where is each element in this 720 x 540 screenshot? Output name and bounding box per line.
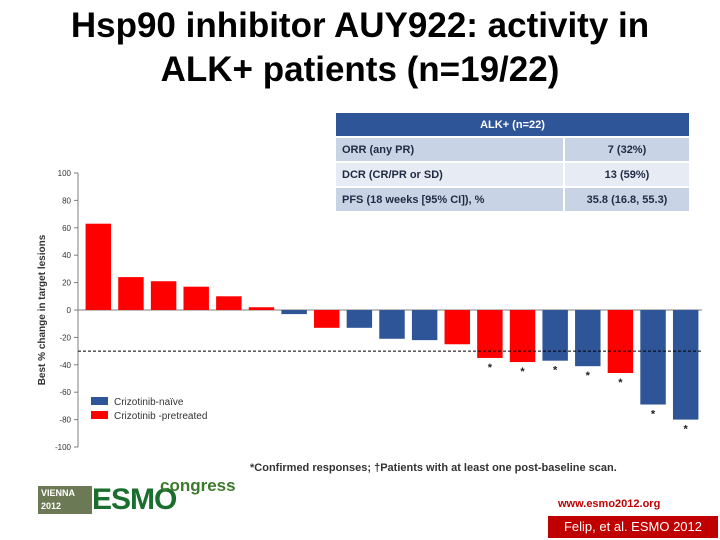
bar-marker: * — [586, 370, 591, 382]
response-table: ALK+ (n=22) ORR (any PR) 7 (32%) DCR (CR… — [336, 113, 689, 211]
table-row-value: 13 (59%) — [563, 161, 689, 187]
legend-swatch — [91, 411, 108, 419]
table-row: DCR (CR/PR or SD) 13 (59%) — [336, 161, 689, 187]
bar-marker: * — [651, 409, 656, 421]
table-row: PFS (18 weeks [95% CI]), % 35.8 (16.8, 5… — [336, 186, 689, 211]
bar — [607, 310, 634, 374]
y-tick-label: 0 — [67, 306, 72, 315]
bar — [542, 310, 568, 361]
bar — [150, 281, 177, 310]
bar — [118, 277, 144, 310]
congress-logo-text: congress — [160, 476, 236, 495]
title-line-2: ALK+ patients (n=19/22) — [160, 50, 560, 89]
bar — [314, 310, 340, 328]
y-tick-label: -100 — [55, 443, 72, 452]
bar — [85, 223, 112, 310]
bar — [346, 310, 373, 328]
bar-marker: * — [618, 377, 623, 389]
citation-badge: Felip, et al. ESMO 2012 — [548, 516, 718, 538]
y-tick-label: -20 — [59, 333, 71, 342]
table-header: ALK+ (n=22) — [336, 113, 689, 137]
y-tick-label: 60 — [62, 224, 71, 233]
y-tick-label: 100 — [58, 169, 72, 178]
y-tick-label: 20 — [62, 279, 71, 288]
bar — [183, 286, 209, 310]
y-axis-label: Best % change in target lesions — [37, 234, 48, 385]
vienna-logo-badge: VIENNA 2012 — [38, 486, 92, 514]
table-row-label: DCR (CR/PR or SD) — [336, 161, 564, 187]
bar — [575, 310, 601, 367]
bar — [281, 310, 307, 315]
bar — [672, 310, 699, 420]
legend-label: Crizotinib -pretreated — [114, 411, 207, 422]
bar — [509, 310, 536, 363]
bar — [640, 310, 666, 405]
logo-city: VIENNA — [41, 488, 76, 498]
bar — [411, 310, 438, 341]
bar-marker: * — [488, 362, 493, 374]
conference-url: www.esmo2012.org — [558, 498, 661, 510]
table-row: ORR (any PR) 7 (32%) — [336, 136, 689, 162]
legend-swatch — [91, 397, 108, 405]
y-tick-label: 80 — [62, 196, 71, 205]
chart-footnote: *Confirmed responses; †Patients with at … — [250, 462, 617, 474]
table-row-label: ORR (any PR) — [336, 136, 564, 162]
bar-marker: * — [520, 366, 525, 378]
logo-year: 2012 — [41, 501, 62, 511]
legend-label: Crizotinib-naïve — [114, 397, 184, 408]
bar — [216, 296, 242, 310]
title-line-1: Hsp90 inhibitor AUY922: activity in — [70, 6, 650, 45]
bar — [248, 307, 275, 310]
table-row-label: PFS (18 weeks [95% CI]), % — [336, 186, 564, 211]
bar — [444, 310, 470, 345]
bar — [379, 310, 405, 339]
esmo-logo: ESMO — [92, 483, 177, 516]
bar-marker: * — [553, 365, 558, 377]
y-tick-label: 40 — [62, 251, 71, 260]
slide-title: Hsp90 inhibitor AUY922: activity in ALK+… — [0, 4, 720, 92]
bar-marker: * — [684, 424, 689, 436]
y-tick-label: -60 — [59, 388, 71, 397]
table-row-value: 7 (32%) — [563, 136, 689, 162]
y-tick-label: -40 — [59, 361, 71, 370]
table-row-value: 35.8 (16.8, 55.3) — [563, 186, 689, 211]
y-tick-label: -80 — [59, 416, 71, 425]
bar — [477, 310, 503, 358]
